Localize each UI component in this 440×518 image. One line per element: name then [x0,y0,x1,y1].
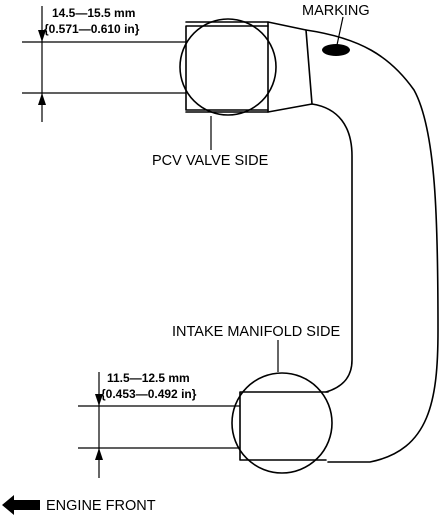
pcv-dimension-inch: {0.571—0.610 in} [44,22,140,36]
marking-leader [336,16,344,46]
intake-hose-end [239,391,327,461]
marking-label: MARKING [302,3,370,19]
hose-outer-contour [185,21,439,463]
engine-front-label: ENGINE FRONT [46,498,156,514]
hose-inner-contour [185,103,353,393]
pcv-arrowhead-up [38,93,46,105]
hose-neck-seam [305,29,313,105]
pcv-side-label: PCV VALVE SIDE [152,153,269,169]
pcv-dimension-mm: 14.5—15.5 mm [52,6,135,20]
intake-side-label: INTAKE MANIFOLD SIDE [172,324,340,340]
intake-arrowhead-up [95,448,103,460]
engine-front-arrow-icon [2,495,40,515]
intake-dimension-inch: {0.453—0.492 in} [101,387,197,401]
pcv-hose-end [185,25,269,111]
intake-dimension-mm: 11.5—12.5 mm [107,371,190,385]
pcv-arrowhead-down [38,30,46,42]
pcv-detail-circle [179,18,277,116]
intake-detail-circle [231,372,333,474]
intake-arrowhead-down [95,394,103,406]
marking-blob [322,44,350,56]
